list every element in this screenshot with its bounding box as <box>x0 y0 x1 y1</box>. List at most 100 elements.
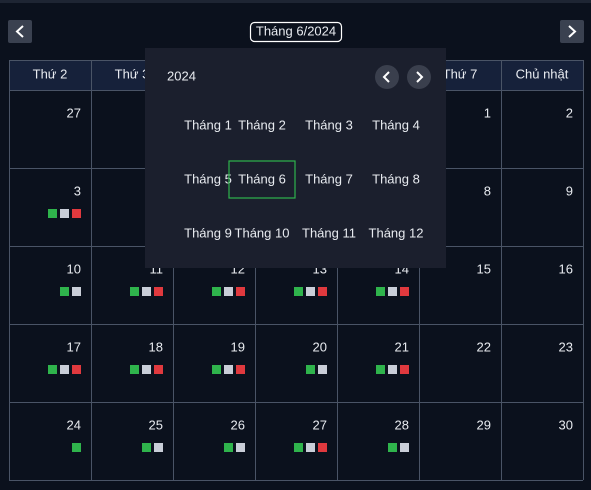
weekday-label: Thứ 3 <box>115 66 150 81</box>
status-dot <box>212 287 221 296</box>
status-dot <box>318 365 327 374</box>
status-dot <box>236 365 245 374</box>
month-option[interactable]: Tháng 2 <box>238 117 286 132</box>
month-option[interactable]: Tháng 11 <box>302 225 356 240</box>
status-dot <box>400 443 409 452</box>
status-dot <box>306 443 315 452</box>
day-number[interactable]: 27 <box>67 105 81 120</box>
status-dot <box>224 287 233 296</box>
status-dot <box>154 443 163 452</box>
status-dot <box>306 365 315 374</box>
day-number[interactable]: 15 <box>477 261 491 276</box>
day-number[interactable]: 17 <box>67 339 81 354</box>
day-number[interactable]: 8 <box>484 183 491 198</box>
month-option[interactable]: Tháng 9 <box>184 225 232 240</box>
weekday-label: Chủ nhật <box>516 66 569 81</box>
status-dot <box>294 443 303 452</box>
day-number[interactable]: 23 <box>559 339 573 354</box>
status-dot <box>154 287 163 296</box>
weekday-label: Thứ 7 <box>443 66 478 81</box>
month-title-button[interactable]: Tháng 6/2024 <box>249 21 343 43</box>
status-dot <box>376 287 385 296</box>
status-dot <box>130 365 139 374</box>
month-option[interactable]: Tháng 12 <box>369 225 424 240</box>
button-bg <box>560 20 584 43</box>
month-option[interactable]: Tháng 7 <box>305 171 353 186</box>
status-dot <box>318 287 327 296</box>
top-strip <box>0 0 591 3</box>
weekday-label: Thứ 2 <box>33 66 68 81</box>
day-number[interactable]: 26 <box>231 417 245 432</box>
status-dot <box>142 287 151 296</box>
day-number[interactable]: 2 <box>566 105 573 120</box>
status-dot <box>236 287 245 296</box>
status-dot <box>72 443 81 452</box>
day-number[interactable]: 27 <box>313 417 327 432</box>
button-bg <box>375 65 399 89</box>
month-option[interactable]: Tháng 5 <box>184 171 232 186</box>
selected-month-box <box>228 160 296 199</box>
next-year-button[interactable] <box>407 65 431 89</box>
status-dot <box>224 443 233 452</box>
day-number[interactable]: 1 <box>484 105 491 120</box>
button-bg <box>8 20 32 43</box>
day-number[interactable]: 30 <box>559 417 573 432</box>
month-option[interactable]: Tháng 1 <box>184 117 232 132</box>
status-dot <box>48 365 57 374</box>
status-dot <box>142 443 151 452</box>
status-dot <box>400 287 409 296</box>
status-dot <box>294 287 303 296</box>
status-dot <box>60 365 69 374</box>
day-number[interactable]: 19 <box>231 339 245 354</box>
chevron-left <box>15 25 24 38</box>
chevron-left <box>382 71 390 83</box>
day-number[interactable]: 28 <box>395 417 409 432</box>
chevron-right <box>416 71 424 83</box>
status-dot <box>142 365 151 374</box>
day-number[interactable]: 22 <box>477 339 491 354</box>
prev-year-button[interactable] <box>375 65 399 89</box>
status-dot <box>154 365 163 374</box>
status-dot <box>212 365 221 374</box>
status-dot <box>72 209 81 218</box>
status-dot <box>388 443 397 452</box>
month-option[interactable]: Tháng 4 <box>372 117 420 132</box>
chevron-right <box>568 25 577 38</box>
status-dot <box>400 365 409 374</box>
title-box <box>249 21 343 43</box>
button-bg <box>407 65 431 89</box>
status-dot <box>376 365 385 374</box>
day-number[interactable]: 3 <box>74 183 81 198</box>
status-dot <box>48 209 57 218</box>
month-option[interactable]: Tháng 6 <box>238 171 286 186</box>
day-number[interactable]: 20 <box>313 339 327 354</box>
status-dot <box>318 443 327 452</box>
day-number[interactable]: 24 <box>67 417 81 432</box>
prev-month-button[interactable] <box>8 20 32 43</box>
month-option[interactable]: Tháng 8 <box>372 171 420 186</box>
day-number[interactable]: 29 <box>477 417 491 432</box>
month-option[interactable]: Tháng 3 <box>305 117 353 132</box>
day-number[interactable]: 18 <box>149 339 163 354</box>
status-dot <box>388 287 397 296</box>
status-dot <box>72 365 81 374</box>
day-number[interactable]: 16 <box>559 261 573 276</box>
picker-year: 2024 <box>167 68 196 83</box>
status-dot <box>72 287 81 296</box>
status-dot <box>224 365 233 374</box>
day-number[interactable]: 9 <box>566 183 573 198</box>
day-number[interactable]: 25 <box>149 417 163 432</box>
month-title: Tháng 6/2024 <box>256 23 336 38</box>
status-dot <box>130 287 139 296</box>
status-dot <box>388 365 397 374</box>
day-number[interactable]: 21 <box>395 339 409 354</box>
status-dot <box>306 287 315 296</box>
next-month-button[interactable] <box>560 20 584 43</box>
month-option[interactable]: Tháng 10 <box>235 225 290 240</box>
status-dot <box>60 287 69 296</box>
month-picker: 2024 Tháng 1 Tháng 2 Tháng 3 Tháng 4 Tháng 5… <box>145 48 446 268</box>
day-number[interactable]: 10 <box>67 261 81 276</box>
status-dot <box>60 209 69 218</box>
status-dot <box>236 443 245 452</box>
